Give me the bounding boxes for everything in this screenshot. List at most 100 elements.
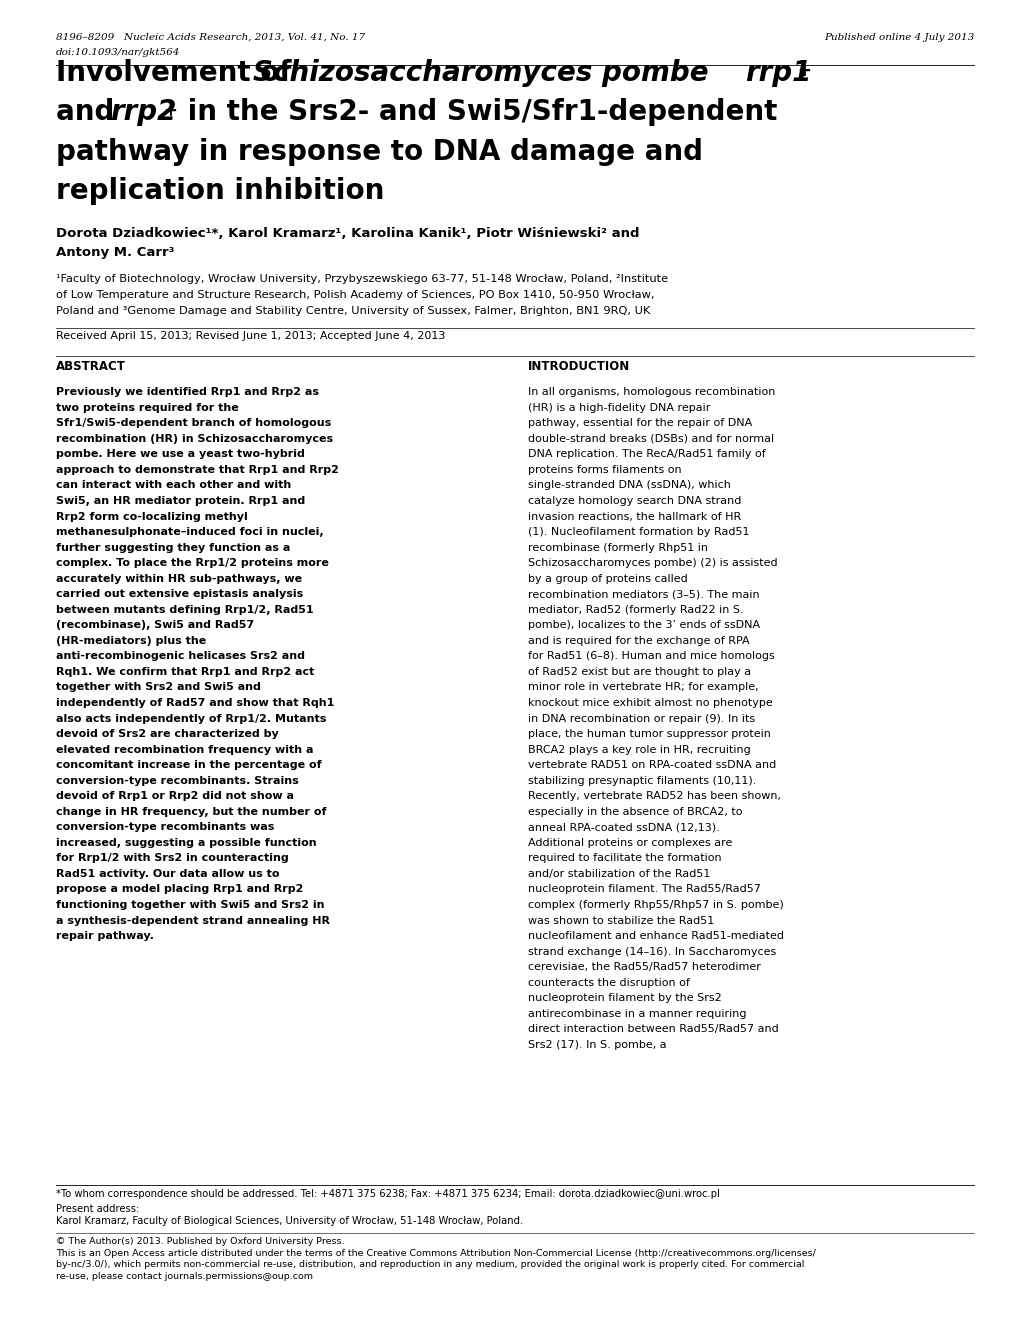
Text: and/or stabilization of the Rad51: and/or stabilization of the Rad51 xyxy=(528,869,710,878)
Text: strand exchange (14–16). In Saccharomyces: strand exchange (14–16). In Saccharomyce… xyxy=(528,947,775,956)
Text: 8196–8209   Nucleic Acids Research, 2013, Vol. 41, No. 17: 8196–8209 Nucleic Acids Research, 2013, … xyxy=(56,33,365,42)
Text: pathway, essential for the repair of DNA: pathway, essential for the repair of DNA xyxy=(528,419,752,428)
Text: BRCA2 plays a key role in HR, recruiting: BRCA2 plays a key role in HR, recruiting xyxy=(528,744,750,755)
Text: together with Srs2 and Swi5 and: together with Srs2 and Swi5 and xyxy=(56,682,261,693)
Text: knockout mice exhibit almost no phenotype: knockout mice exhibit almost no phenotyp… xyxy=(528,698,772,709)
Text: especially in the absence of BRCA2, to: especially in the absence of BRCA2, to xyxy=(528,807,742,817)
Text: functioning together with Swi5 and Srs2 in: functioning together with Swi5 and Srs2 … xyxy=(56,900,324,910)
Text: change in HR frequency, but the number of: change in HR frequency, but the number o… xyxy=(56,807,326,817)
Text: cerevisiae, the Rad55/Rad57 heterodimer: cerevisiae, the Rad55/Rad57 heterodimer xyxy=(528,963,760,972)
Text: and: and xyxy=(56,99,124,126)
Text: ABSTRACT: ABSTRACT xyxy=(56,360,126,373)
Text: Poland and ³Genome Damage and Stability Centre, University of Sussex, Falmer, Br: Poland and ³Genome Damage and Stability … xyxy=(56,306,650,316)
Text: proteins forms filaments on: proteins forms filaments on xyxy=(528,465,682,475)
Text: minor role in vertebrate HR; for example,: minor role in vertebrate HR; for example… xyxy=(528,682,758,693)
Text: rrp2: rrp2 xyxy=(110,99,176,126)
Text: in the Srs2- and Swi5/Sfr1-dependent: in the Srs2- and Swi5/Sfr1-dependent xyxy=(178,99,777,126)
Text: anti-recombinogenic helicases Srs2 and: anti-recombinogenic helicases Srs2 and xyxy=(56,652,305,661)
Text: Antony M. Carr³: Antony M. Carr³ xyxy=(56,246,174,259)
Text: conversion-type recombinants. Strains: conversion-type recombinants. Strains xyxy=(56,776,299,786)
Text: nucleofilament and enhance Rad51-mediated: nucleofilament and enhance Rad51-mediate… xyxy=(528,931,784,942)
Text: stabilizing presynaptic filaments (10,11).: stabilizing presynaptic filaments (10,11… xyxy=(528,776,756,786)
Text: of Rad52 exist but are thought to play a: of Rad52 exist but are thought to play a xyxy=(528,666,751,677)
Text: pombe), localizes to the 3’ ends of ssDNA: pombe), localizes to the 3’ ends of ssDN… xyxy=(528,620,760,631)
Text: re-use, please contact journals.permissions@oup.com: re-use, please contact journals.permissi… xyxy=(56,1272,313,1281)
Text: +: + xyxy=(163,101,177,120)
Text: recombination (HR) in Schizosaccharomyces: recombination (HR) in Schizosaccharomyce… xyxy=(56,433,333,444)
Text: approach to demonstrate that Rrp1 and Rrp2: approach to demonstrate that Rrp1 and Rr… xyxy=(56,465,338,475)
Text: for Rad51 (6–8). Human and mice homologs: for Rad51 (6–8). Human and mice homologs xyxy=(528,652,774,661)
Text: (HR) is a high-fidelity DNA repair: (HR) is a high-fidelity DNA repair xyxy=(528,403,710,412)
Text: pathway in response to DNA damage and: pathway in response to DNA damage and xyxy=(56,138,702,166)
Text: Dorota Dziadkowiec¹*, Karol Kramarz¹, Karolina Kanik¹, Piotr Wiśniewski² and: Dorota Dziadkowiec¹*, Karol Kramarz¹, Ka… xyxy=(56,227,639,240)
Text: invasion reactions, the hallmark of HR: invasion reactions, the hallmark of HR xyxy=(528,511,741,522)
Text: in DNA recombination or repair (9). In its: in DNA recombination or repair (9). In i… xyxy=(528,714,755,723)
Text: Received April 15, 2013; Revised June 1, 2013; Accepted June 4, 2013: Received April 15, 2013; Revised June 1,… xyxy=(56,331,445,341)
Text: pombe. Here we use a yeast two-hybrid: pombe. Here we use a yeast two-hybrid xyxy=(56,449,305,460)
Text: vertebrate RAD51 on RPA-coated ssDNA and: vertebrate RAD51 on RPA-coated ssDNA and xyxy=(528,760,775,770)
Text: In all organisms, homologous recombination: In all organisms, homologous recombinati… xyxy=(528,387,775,398)
Text: also acts independently of Rrp1/2. Mutants: also acts independently of Rrp1/2. Mutan… xyxy=(56,714,326,723)
Text: mediator, Rad52 (formerly Rad22 in S.: mediator, Rad52 (formerly Rad22 in S. xyxy=(528,605,743,615)
Text: ¹Faculty of Biotechnology, Wrocław University, Przybyszewskiego 63-77, 51-148 Wr: ¹Faculty of Biotechnology, Wrocław Unive… xyxy=(56,274,667,284)
Text: nucleoprotein filament. The Rad55/Rad57: nucleoprotein filament. The Rad55/Rad57 xyxy=(528,885,760,894)
Text: conversion-type recombinants was: conversion-type recombinants was xyxy=(56,822,274,832)
Text: replication inhibition: replication inhibition xyxy=(56,178,384,205)
Text: counteracts the disruption of: counteracts the disruption of xyxy=(528,977,690,988)
Text: two proteins required for the: two proteins required for the xyxy=(56,403,238,412)
Text: required to facilitate the formation: required to facilitate the formation xyxy=(528,853,721,864)
Text: (HR-mediators) plus the: (HR-mediators) plus the xyxy=(56,636,206,645)
Text: rrp1: rrp1 xyxy=(745,59,811,87)
Text: Schizosaccharomyces pombe: Schizosaccharomyces pombe xyxy=(253,59,717,87)
Text: place, the human tumor suppressor protein: place, the human tumor suppressor protei… xyxy=(528,730,770,739)
Text: and is required for the exchange of RPA: and is required for the exchange of RPA xyxy=(528,636,749,645)
Text: Karol Kramarz, Faculty of Biological Sciences, University of Wrocław, 51-148 Wro: Karol Kramarz, Faculty of Biological Sci… xyxy=(56,1216,523,1226)
Text: nucleoprotein filament by the Srs2: nucleoprotein filament by the Srs2 xyxy=(528,993,721,1004)
Text: independently of Rad57 and show that Rqh1: independently of Rad57 and show that Rqh… xyxy=(56,698,334,709)
Text: repair pathway.: repair pathway. xyxy=(56,931,154,942)
Text: Rqh1. We confirm that Rrp1 and Rrp2 act: Rqh1. We confirm that Rrp1 and Rrp2 act xyxy=(56,666,314,677)
Text: methanesulphonate–induced foci in nuclei,: methanesulphonate–induced foci in nuclei… xyxy=(56,527,323,537)
Text: Recently, vertebrate RAD52 has been shown,: Recently, vertebrate RAD52 has been show… xyxy=(528,792,781,801)
Text: Swi5, an HR mediator protein. Rrp1 and: Swi5, an HR mediator protein. Rrp1 and xyxy=(56,497,305,506)
Text: Sfr1/Swi5-dependent branch of homologous: Sfr1/Swi5-dependent branch of homologous xyxy=(56,419,331,428)
Text: elevated recombination frequency with a: elevated recombination frequency with a xyxy=(56,744,313,755)
Text: Rad51 activity. Our data allow us to: Rad51 activity. Our data allow us to xyxy=(56,869,279,878)
Text: for Rrp1/2 with Srs2 in counteracting: for Rrp1/2 with Srs2 in counteracting xyxy=(56,853,288,864)
Text: concomitant increase in the percentage of: concomitant increase in the percentage o… xyxy=(56,760,321,770)
Text: *To whom correspondence should be addressed. Tel: +4871 375 6238; Fax: +4871 375: *To whom correspondence should be addres… xyxy=(56,1189,719,1200)
Text: antirecombinase in a manner requiring: antirecombinase in a manner requiring xyxy=(528,1009,746,1019)
Text: Present address:: Present address: xyxy=(56,1204,140,1214)
Text: increased, suggesting a possible function: increased, suggesting a possible functio… xyxy=(56,838,317,848)
Text: Involvement of: Involvement of xyxy=(56,59,301,87)
Text: complex (formerly Rhp55/Rhp57 in S. pombe): complex (formerly Rhp55/Rhp57 in S. pomb… xyxy=(528,900,784,910)
Text: INTRODUCTION: INTRODUCTION xyxy=(528,360,630,373)
Text: further suggesting they function as a: further suggesting they function as a xyxy=(56,543,290,553)
Text: Published online 4 July 2013: Published online 4 July 2013 xyxy=(823,33,973,42)
Text: Additional proteins or complexes are: Additional proteins or complexes are xyxy=(528,838,732,848)
Text: by-nc/3.0/), which permits non-commercial re-use, distribution, and reproduction: by-nc/3.0/), which permits non-commercia… xyxy=(56,1260,804,1270)
Text: Previously we identified Rrp1 and Rrp2 as: Previously we identified Rrp1 and Rrp2 a… xyxy=(56,387,319,398)
Text: recombination mediators (3–5). The main: recombination mediators (3–5). The main xyxy=(528,589,759,599)
Text: can interact with each other and with: can interact with each other and with xyxy=(56,481,291,490)
Text: doi:10.1093/nar/gkt564: doi:10.1093/nar/gkt564 xyxy=(56,47,180,57)
Text: catalyze homology search DNA strand: catalyze homology search DNA strand xyxy=(528,497,741,506)
Text: was shown to stabilize the Rad51: was shown to stabilize the Rad51 xyxy=(528,915,714,926)
Text: anneal RPA-coated ssDNA (12,13).: anneal RPA-coated ssDNA (12,13). xyxy=(528,822,719,832)
Text: single-stranded DNA (ssDNA), which: single-stranded DNA (ssDNA), which xyxy=(528,481,731,490)
Text: between mutants defining Rrp1/2, Rad51: between mutants defining Rrp1/2, Rad51 xyxy=(56,605,314,615)
Text: (recombinase), Swi5 and Rad57: (recombinase), Swi5 and Rad57 xyxy=(56,620,254,631)
Text: Schizosaccharomyces pombe) (2) is assisted: Schizosaccharomyces pombe) (2) is assist… xyxy=(528,558,777,568)
Text: devoid of Rrp1 or Rrp2 did not show a: devoid of Rrp1 or Rrp2 did not show a xyxy=(56,792,293,801)
Text: of Low Temperature and Structure Research, Polish Academy of Sciences, PO Box 14: of Low Temperature and Structure Researc… xyxy=(56,290,654,300)
Text: complex. To place the Rrp1/2 proteins more: complex. To place the Rrp1/2 proteins mo… xyxy=(56,558,329,568)
Text: direct interaction between Rad55/Rad57 and: direct interaction between Rad55/Rad57 a… xyxy=(528,1025,779,1034)
Text: Rrp2 form co-localizing methyl: Rrp2 form co-localizing methyl xyxy=(56,511,248,522)
Text: +: + xyxy=(797,62,811,80)
Text: propose a model placing Rrp1 and Rrp2: propose a model placing Rrp1 and Rrp2 xyxy=(56,885,304,894)
Text: a synthesis-dependent strand annealing HR: a synthesis-dependent strand annealing H… xyxy=(56,915,330,926)
Text: (1). Nucleofilament formation by Rad51: (1). Nucleofilament formation by Rad51 xyxy=(528,527,749,537)
Text: recombinase (formerly Rhp51 in: recombinase (formerly Rhp51 in xyxy=(528,543,707,553)
Text: Srs2 (17). In S. pombe, a: Srs2 (17). In S. pombe, a xyxy=(528,1040,666,1050)
Text: © The Author(s) 2013. Published by Oxford University Press.: © The Author(s) 2013. Published by Oxfor… xyxy=(56,1237,344,1246)
